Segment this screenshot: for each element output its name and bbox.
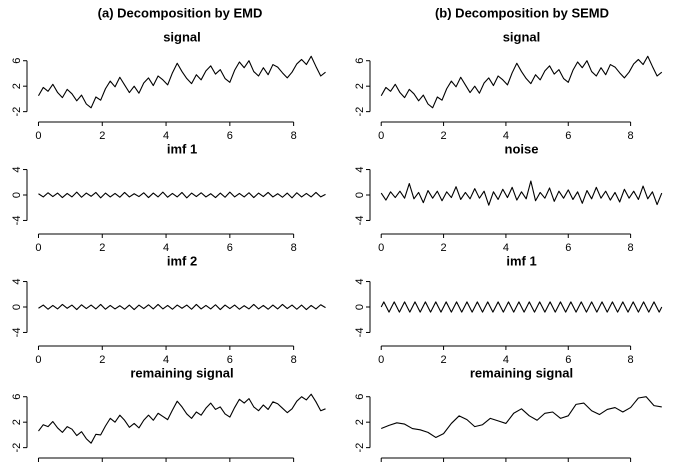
x-tick-label: 0 (35, 354, 41, 366)
x-tick-label: 4 (163, 354, 169, 366)
series-line (38, 191, 326, 199)
panel-title: signal (503, 29, 541, 44)
y-tick-label: 6 (354, 394, 366, 400)
x-tick-label: 4 (503, 130, 509, 142)
y-tick-label: 6 (11, 58, 23, 64)
panel-title: imf 1 (506, 253, 536, 268)
x-tick-label: 2 (99, 130, 105, 142)
x-tick-label: 4 (503, 242, 509, 254)
x-tick-label: 0 (378, 354, 384, 366)
panel-title: imf 1 (167, 141, 197, 156)
x-tick-label: 4 (163, 130, 169, 142)
y-tick-label: 4 (354, 166, 366, 172)
series-line (381, 396, 662, 438)
x-tick-label: 8 (628, 130, 634, 142)
y-tick-label: 4 (11, 278, 23, 284)
y-tick-label: 0 (11, 192, 23, 198)
y-tick-label: 6 (11, 394, 23, 400)
x-tick-label: 8 (628, 242, 634, 254)
x-tick-label: 6 (565, 354, 571, 366)
panel-title: remaining signal (130, 365, 233, 380)
x-tick-label: 2 (441, 354, 447, 366)
x-tick-label: 0 (378, 130, 384, 142)
x-tick-label: 4 (163, 242, 169, 254)
y-tick-label: 2 (354, 419, 366, 425)
y-tick-label: 4 (11, 166, 23, 172)
y-tick-label: 0 (11, 304, 23, 310)
y-tick-label: -4 (354, 216, 366, 226)
column-header: (a) Decomposition by EMD (98, 5, 263, 20)
x-tick-label: 8 (291, 130, 297, 142)
x-tick-label: 2 (99, 242, 105, 254)
series-line (380, 55, 663, 109)
series-line (38, 393, 326, 444)
x-tick-label: 6 (227, 130, 233, 142)
y-tick-label: -4 (11, 216, 23, 226)
series-line (38, 303, 326, 311)
x-tick-label: 2 (99, 354, 105, 366)
x-tick-label: 6 (565, 130, 571, 142)
y-tick-label: 6 (354, 58, 366, 64)
x-tick-label: 2 (441, 130, 447, 142)
x-tick-label: 8 (291, 354, 297, 366)
panel-title: remaining signal (470, 365, 573, 380)
y-tick-label: -2 (354, 443, 366, 453)
x-tick-label: 0 (35, 242, 41, 254)
x-tick-label: 8 (291, 242, 297, 254)
y-tick-label: 0 (354, 304, 366, 310)
series-line (380, 301, 663, 313)
x-tick-label: 0 (35, 130, 41, 142)
y-tick-label: -2 (354, 107, 366, 117)
y-tick-label: -2 (11, 443, 23, 453)
y-tick-label: -2 (11, 107, 23, 117)
panel-title: signal (163, 29, 201, 44)
y-tick-label: -4 (11, 328, 23, 338)
x-tick-label: 6 (227, 242, 233, 254)
x-tick-label: 6 (227, 354, 233, 366)
panel-title: imf 2 (167, 253, 197, 268)
x-tick-label: 0 (378, 242, 384, 254)
column-header: (b) Decomposition by SEMD (435, 5, 609, 20)
x-tick-label: 6 (565, 242, 571, 254)
series-line (38, 55, 326, 109)
x-tick-label: 2 (441, 242, 447, 254)
y-tick-label: 2 (354, 83, 366, 89)
y-tick-label: -4 (354, 328, 366, 338)
x-tick-label: 4 (503, 354, 509, 366)
panel-title: noise (505, 141, 539, 156)
x-tick-label: 8 (628, 354, 634, 366)
y-tick-label: 2 (11, 83, 23, 89)
y-tick-label: 0 (354, 192, 366, 198)
y-tick-label: 2 (11, 419, 23, 425)
series-line (380, 180, 663, 206)
y-tick-label: 4 (354, 278, 366, 284)
